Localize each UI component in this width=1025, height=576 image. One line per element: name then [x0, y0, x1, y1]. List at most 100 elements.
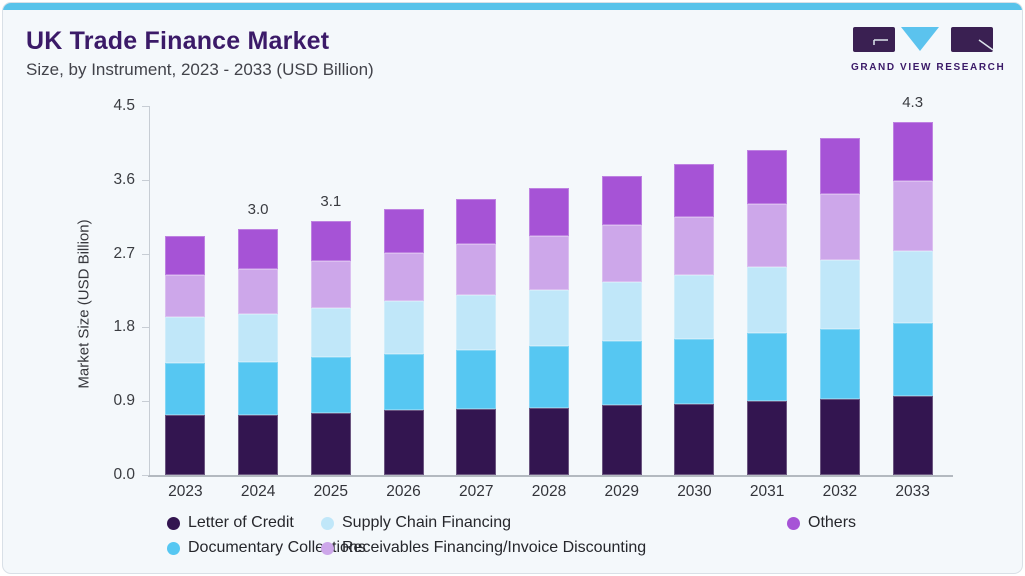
- bar-segment-receivables-financing-invoice-discounting: [310, 260, 351, 308]
- legend-item-letter-of-credit: Letter of Credit: [167, 513, 294, 533]
- bar-segment-others: [529, 188, 569, 237]
- bar-segment-others: [383, 209, 424, 253]
- bar-2024: [238, 229, 279, 475]
- bar-2029: [601, 175, 642, 475]
- bar-2031: [747, 150, 788, 475]
- accent-bar: [3, 3, 1022, 10]
- y-tick-mark: [142, 327, 149, 329]
- bar-segment-supply-chain-financing: [601, 282, 642, 342]
- bar-segment-receivables-financing-invoice-discounting: [819, 193, 860, 261]
- bar-segment-others: [310, 220, 351, 261]
- x-tick-label-2029: 2029: [604, 483, 639, 500]
- others-legend-dot-icon: [787, 516, 800, 530]
- bar-segment-letter-of-credit: [456, 409, 497, 475]
- bar-segment-receivables-financing-invoice-discounting: [238, 269, 279, 315]
- x-axis-line: [148, 475, 953, 477]
- bar-2028: [529, 188, 569, 475]
- bar-total-label-2033: 4.3: [902, 94, 924, 112]
- legend-item-others: Others: [787, 513, 856, 533]
- page-title: UK Trade Finance Market: [26, 27, 330, 55]
- page-subtitle: Size, by Instrument, 2023 - 2033 (USD Bi…: [26, 60, 374, 79]
- bar-segment-others: [238, 229, 279, 270]
- bar-segment-receivables-financing-invoice-discounting: [601, 224, 642, 283]
- bar-segment-others: [747, 150, 788, 204]
- bar-segment-supply-chain-financing: [165, 316, 206, 363]
- bar-2023: [165, 235, 206, 475]
- bar-segment-letter-of-credit: [747, 401, 788, 475]
- supply-chain-financing-legend-dot-icon: [321, 516, 334, 530]
- bar-2033: [892, 122, 933, 475]
- bar-2032: [819, 137, 860, 475]
- bar-total-label-2025: 3.1: [320, 192, 342, 210]
- bar-segment-receivables-financing-invoice-discounting: [165, 274, 206, 317]
- bar-segment-letter-of-credit: [310, 412, 351, 475]
- gvr-logo: GRAND VIEW RESEARCH: [851, 25, 1004, 73]
- logo-v-triangle-icon: [901, 27, 939, 51]
- y-tick-label-3.6: 3.6: [113, 170, 135, 188]
- bar-segment-letter-of-credit: [674, 404, 715, 475]
- bar-segment-supply-chain-financing: [456, 295, 497, 351]
- x-tick-label-2031: 2031: [749, 483, 785, 500]
- bar-segment-letter-of-credit: [383, 410, 424, 475]
- bar-segment-supply-chain-financing: [892, 251, 933, 324]
- legend-label-supply-chain-financing: Supply Chain Financing: [342, 514, 511, 531]
- x-tick-label-2032: 2032: [822, 483, 858, 500]
- bar-segment-supply-chain-financing: [310, 307, 351, 357]
- x-tick-label-2027: 2027: [459, 483, 494, 500]
- legend-label-letter-of-credit: Letter of Credit: [188, 514, 294, 531]
- y-tick-mark: [142, 253, 149, 255]
- y-tick-label-1.8: 1.8: [113, 318, 135, 336]
- bar-segment-documentary-collections: [383, 353, 424, 411]
- bar-segment-letter-of-credit: [238, 415, 279, 475]
- letter-of-credit-legend-dot-icon: [167, 516, 180, 530]
- bar-segment-others: [456, 199, 497, 244]
- receivables-financing-invoice-discounting-legend-dot-icon: [321, 541, 334, 555]
- bar-segment-documentary-collections: [819, 329, 860, 399]
- y-tick-label-2.7: 2.7: [113, 244, 135, 262]
- x-tick-label-2024: 2024: [240, 483, 276, 500]
- legend-row-1: Letter of Credit Supply Chain Financing Ot…: [3, 513, 1022, 533]
- x-tick-label-2030: 2030: [677, 483, 712, 500]
- bar-segment-supply-chain-financing: [674, 274, 715, 339]
- y-tick-label-0.9: 0.9: [113, 392, 135, 410]
- bar-segment-receivables-financing-invoice-discounting: [747, 203, 788, 267]
- bar-segment-others: [892, 122, 933, 182]
- bar-segment-letter-of-credit: [892, 396, 933, 475]
- bar-segment-receivables-financing-invoice-discounting: [456, 243, 497, 296]
- bar-segment-receivables-financing-invoice-discounting: [529, 236, 569, 290]
- bar-2027: [456, 199, 497, 475]
- legend-item-supply-chain-financing: Supply Chain Financing: [321, 513, 511, 533]
- legend-label-receivables-financing-invoice-discounting: Receivables Financing/Invoice Discountin…: [342, 539, 647, 556]
- bar-2030: [674, 164, 715, 475]
- x-tick-label-2023: 2023: [168, 483, 203, 500]
- y-tick-mark: [142, 401, 149, 403]
- legend-row-2: Documentary Collections Receivables Finan…: [3, 538, 1022, 558]
- bar-total-label-2024: 3.0: [247, 201, 269, 218]
- bar-segment-receivables-financing-invoice-discounting: [674, 216, 715, 275]
- legend-item-receivables-financing-invoice-discounting: Receivables Financing/Invoice Discountin…: [321, 538, 646, 558]
- logo-r-block: [951, 27, 993, 52]
- x-tick-label-2028: 2028: [531, 483, 567, 500]
- bar-segment-documentary-collections: [310, 356, 351, 413]
- bar-segment-receivables-financing-invoice-discounting: [383, 252, 424, 302]
- bar-segment-letter-of-credit: [529, 407, 569, 475]
- bar-segment-documentary-collections: [165, 362, 206, 416]
- bar-segment-others: [819, 137, 860, 194]
- bar-segment-supply-chain-financing: [819, 260, 860, 330]
- bar-segment-letter-of-credit: [601, 405, 642, 475]
- bar-segment-receivables-financing-invoice-discounting: [892, 181, 933, 252]
- bar-segment-supply-chain-financing: [238, 314, 279, 362]
- bar-segment-supply-chain-financing: [383, 301, 424, 354]
- bar-segment-documentary-collections: [238, 361, 279, 416]
- y-tick-mark: [142, 106, 149, 107]
- chart-plot: 0.0 0.9 1.8 2.7 3.6 4.5 2023 3.0 2024 3.1 2025 2026…: [113, 94, 953, 500]
- y-tick-mark: [142, 179, 149, 181]
- x-tick-label-2025: 2025: [313, 483, 349, 500]
- y-tick-mark: [142, 475, 149, 476]
- bar-segment-letter-of-credit: [165, 415, 206, 475]
- x-tick-label-2026: 2026: [386, 483, 421, 500]
- y-tick-label-0.0: 0.0: [113, 466, 135, 483]
- bar-2026: [383, 209, 424, 475]
- logo-r-detail: [978, 39, 994, 51]
